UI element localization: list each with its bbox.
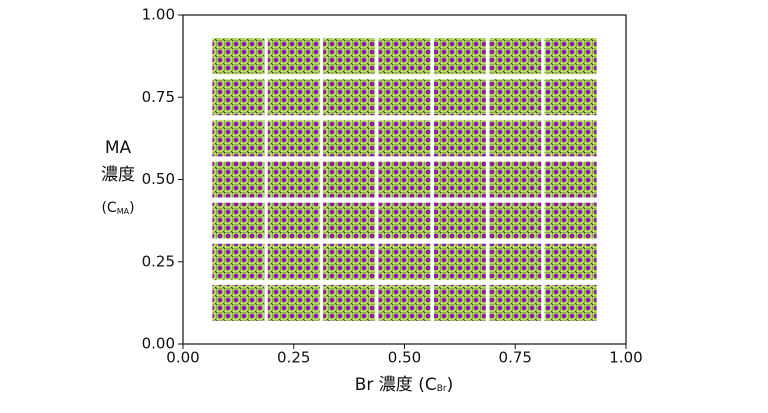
structure-thumbnail [323,120,376,157]
structure-thumbnail [489,79,542,116]
structure-thumbnail [378,120,431,157]
structure-thumbnail [433,284,486,321]
structure-thumbnail [323,79,376,116]
y-tick-label: 0.00 [142,335,175,353]
x-tick-label: 0.00 [166,349,199,367]
y-axis-label: (CMA) [101,200,134,216]
structure-thumbnail [212,161,265,198]
structure-thumbnail [378,243,431,280]
structure-thumbnail [212,202,265,239]
structure-thumbnail [378,79,431,116]
structure-thumbnail [323,284,376,321]
y-tick-label: 0.50 [142,170,175,188]
structure-thumbnail [378,38,431,75]
structure-thumbnail [489,284,542,321]
structure-thumbnail [489,120,542,157]
y-tick-label: 1.00 [142,6,175,24]
structure-thumbnail [489,202,542,239]
structure-thumbnail [433,243,486,280]
y-tick-label: 0.75 [142,88,175,106]
structure-thumbnail [212,38,265,75]
structure-thumbnail [433,79,486,116]
structure-thumbnail [212,243,265,280]
structure-thumbnail [489,243,542,280]
structure-thumbnail [433,202,486,239]
structure-thumbnail [267,202,320,239]
y-axis-label: 濃度 [101,165,135,185]
structure-thumbnail [433,120,486,157]
structure-thumbnail [267,120,320,157]
x-tick-label: 1.00 [609,349,642,367]
structure-thumbnail [267,161,320,198]
structure-thumbnail [544,202,597,239]
structure-thumbnail [378,284,431,321]
structure-thumbnail [544,161,597,198]
y-tick-label: 0.25 [142,252,175,270]
structure-thumbnail [544,284,597,321]
structure-thumbnail [378,202,431,239]
structure-thumbnail [267,284,320,321]
structure-thumbnail [323,202,376,239]
structure-thumbnail [489,38,542,75]
structure-thumbnail [544,79,597,116]
x-tick-label: 0.25 [277,349,310,367]
structure-thumbnail [267,243,320,280]
structure-thumbnail [433,38,486,75]
structure-thumbnail [212,284,265,321]
structure-thumbnail [323,243,376,280]
structure-thumbnail [267,79,320,116]
structure-thumbnail [212,79,265,116]
structure-thumbnail [433,161,486,198]
structure-thumbnail [212,120,265,157]
structure-thumbnail [544,120,597,157]
structure-thumbnail [544,243,597,280]
x-tick-label: 0.50 [388,349,421,367]
x-tick-label: 0.75 [499,349,532,367]
structure-thumbnail [544,38,597,75]
x-axis-label: Br 濃度 (CBr) [355,375,453,395]
structure-thumbnail [378,161,431,198]
structure-thumbnail [267,38,320,75]
structure-thumbnail [323,38,376,75]
structure-thumbnail [489,161,542,198]
structure-thumbnail [323,161,376,198]
y-axis-label: MA [105,138,132,158]
